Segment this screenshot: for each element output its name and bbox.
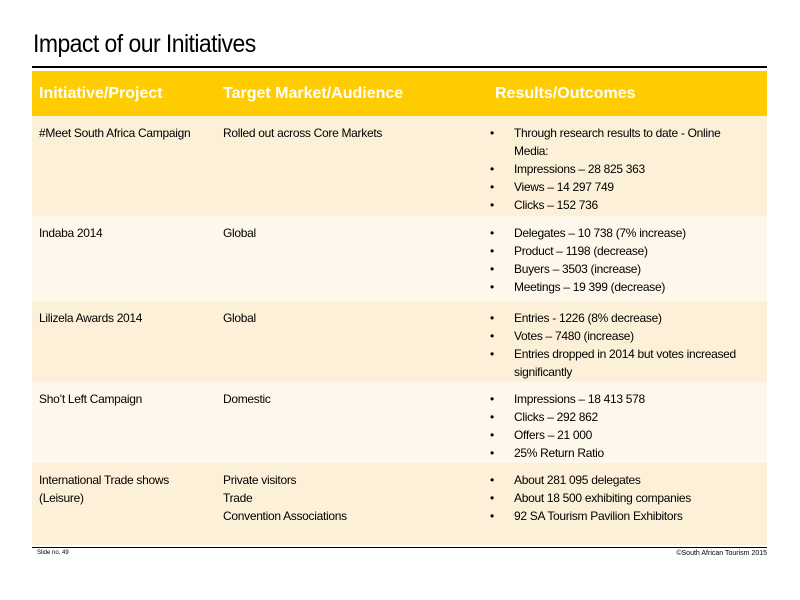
table-row: Indaba 2014 Global Delegates – 10 738 (7…	[32, 216, 767, 301]
title-divider	[32, 66, 767, 68]
slide-number: Slide no. 49	[37, 550, 69, 556]
table-row: #Meet South Africa Campaign Rolled out a…	[32, 116, 767, 216]
result-item: Offers – 21 000	[488, 426, 760, 444]
header-results: Results/Outcomes	[495, 84, 636, 102]
result-item: Entries dropped in 2014 but votes increa…	[488, 345, 760, 381]
results-cell: Impressions – 18 413 578 Clicks – 292 86…	[488, 382, 767, 463]
result-item: Views – 14 297 749	[488, 178, 760, 196]
target-cell: Global	[216, 216, 488, 301]
header-target-market: Target Market/Audience	[223, 84, 404, 102]
result-item: Votes – 7480 (increase)	[488, 327, 760, 345]
result-item: 25% Return Ratio	[488, 444, 760, 462]
results-cell: Entries - 1226 (8% decrease) Votes – 748…	[488, 301, 767, 382]
slide-title: Impact of our Initiatives	[33, 30, 256, 58]
result-item: Through research results to date - Onlin…	[488, 124, 760, 160]
result-item: About 18 500 exhibiting companies	[488, 489, 760, 507]
target-cell: Rolled out across Core Markets	[216, 116, 488, 216]
result-item: Clicks – 152 736	[488, 196, 760, 214]
target-text: Global	[223, 226, 256, 240]
table-header-row: Initiative/Project Target Market/Audienc…	[32, 71, 767, 116]
initiative-text: Sho’t Left Campaign	[39, 392, 143, 406]
table-row: Sho’t Left Campaign Domestic Impressions…	[32, 382, 767, 463]
result-item: Meetings – 19 399 (decrease)	[488, 278, 760, 296]
target-text: Global	[223, 311, 256, 325]
initiative-text: (Leisure)	[39, 491, 84, 505]
initiative-cell: Indaba 2014	[32, 216, 216, 301]
initiative-text: Indaba 2014	[39, 226, 103, 240]
result-item: Product – 1198 (decrease)	[488, 242, 760, 260]
header-initiative: Initiative/Project	[39, 84, 163, 102]
result-item: About 281 095 delegates	[488, 471, 760, 489]
target-cell: Domestic	[216, 382, 488, 463]
copyright-notice: ©South African Tourism 2015	[676, 550, 767, 557]
results-cell: About 281 095 delegates About 18 500 exh…	[488, 463, 767, 545]
target-text: Domestic	[223, 392, 271, 406]
initiative-cell: Sho’t Left Campaign	[32, 382, 216, 463]
initiative-cell: #Meet South Africa Campaign	[32, 116, 216, 216]
results-cell: Delegates – 10 738 (7% increase) Product…	[488, 216, 767, 301]
result-item: Impressions – 18 413 578	[488, 390, 760, 408]
result-item: Impressions – 28 825 363	[488, 160, 760, 178]
initiatives-table: Initiative/Project Target Market/Audienc…	[32, 71, 767, 545]
target-cell: Global	[216, 301, 488, 382]
table-row: Lilizela Awards 2014 Global Entries - 12…	[32, 301, 767, 382]
initiative-text: #Meet South Africa Campaign	[39, 126, 191, 140]
target-text: Trade	[223, 491, 253, 505]
result-item: Delegates – 10 738 (7% increase)	[488, 224, 760, 242]
results-cell: Through research results to date - Onlin…	[488, 116, 767, 216]
initiative-text: Lilizela Awards 2014	[39, 311, 143, 325]
initiative-cell: International Trade shows (Leisure)	[32, 463, 216, 545]
target-text: Private visitors	[223, 473, 297, 487]
footer-divider	[32, 547, 767, 548]
table-row: International Trade shows (Leisure) Priv…	[32, 463, 767, 545]
result-item: 92 SA Tourism Pavilion Exhibitors	[488, 507, 760, 525]
result-item: Entries - 1226 (8% decrease)	[488, 309, 760, 327]
target-text: Convention Associations	[223, 509, 347, 523]
result-item: Clicks – 292 862	[488, 408, 760, 426]
target-text: Rolled out across Core Markets	[223, 126, 383, 140]
initiative-text: International Trade shows	[39, 473, 169, 487]
result-item: Buyers – 3503 (increase)	[488, 260, 760, 278]
initiative-cell: Lilizela Awards 2014	[32, 301, 216, 382]
target-cell: Private visitors Trade Convention Associ…	[216, 463, 488, 545]
